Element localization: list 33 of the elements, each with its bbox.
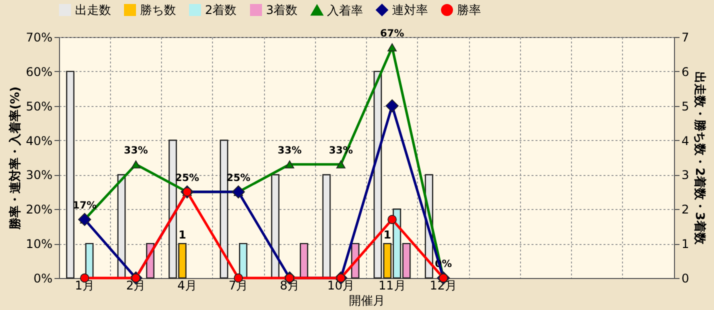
y-tick-label: 10% — [26, 237, 52, 252]
y-tick-label: 0% — [33, 272, 52, 286]
y2-tick-label: 6 — [682, 64, 690, 79]
y-tick-label: 30% — [26, 168, 52, 182]
y-tick-label: 40% — [26, 134, 52, 148]
legend-label: 連対率 — [392, 3, 428, 17]
legend-label: 勝ち数 — [140, 3, 176, 17]
y2-tick-label: 1 — [682, 237, 690, 252]
x-tick-label: 4月 — [177, 278, 197, 292]
data-label: 1 — [384, 228, 392, 242]
data-label: 33% — [124, 145, 148, 156]
x-axis-title: 開催月 — [349, 294, 385, 308]
y-axis-title: 勝率・連対率・入着率(%) — [8, 86, 22, 230]
y2-tick-label: 7 — [682, 30, 690, 44]
y-tick-label: 70% — [26, 30, 52, 44]
y-tick-label: 60% — [26, 64, 52, 79]
y2-tick-label: 0 — [682, 272, 690, 286]
legend-label: 2着数 — [205, 3, 237, 17]
legend-label: 出走数 — [75, 3, 111, 17]
y2-tick-label: 5 — [682, 99, 690, 114]
data-label: 33% — [278, 145, 302, 156]
y-tick-label: 20% — [26, 202, 52, 217]
x-tick-label: 11月 — [378, 278, 406, 292]
y2-tick-label: 2 — [682, 202, 690, 217]
y2-tick-label: 3 — [682, 168, 690, 182]
y2-axis-title: 出走数・勝ち数・2着数・3着数 — [693, 72, 708, 246]
y-tick-label: 50% — [26, 99, 52, 114]
y2-tick-label: 4 — [682, 134, 690, 148]
data-label: 1 — [178, 228, 186, 242]
legend-label: 3着数 — [266, 3, 298, 17]
legend-label: 入着率 — [327, 3, 363, 18]
legend-label: 勝率 — [457, 3, 481, 17]
data-label: 67% — [380, 28, 404, 40]
